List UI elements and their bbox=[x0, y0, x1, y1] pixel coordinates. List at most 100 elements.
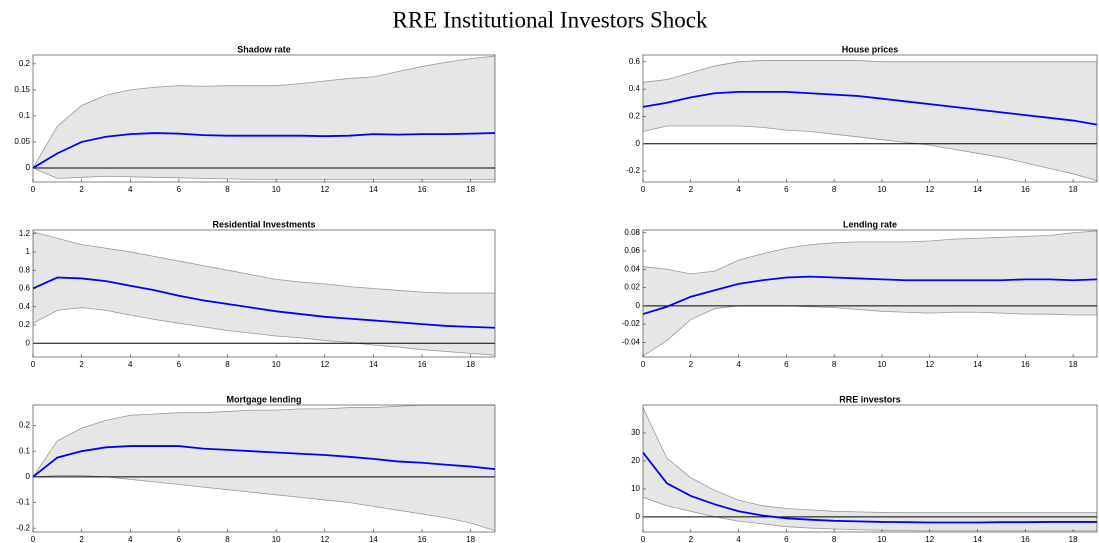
y-tick-label: 30 bbox=[631, 428, 640, 437]
y-tick-label: 0.6 bbox=[629, 57, 641, 66]
response-line bbox=[32, 445, 496, 478]
x-tick-label: 16 bbox=[1021, 360, 1030, 369]
subplot: Lending rate 0 2 4 6 8 10 12 14 16 18 -0.04 -0.02 0 0.… bbox=[622, 219, 1098, 369]
subplot-title: Mortgage lending bbox=[227, 394, 302, 404]
response-line bbox=[642, 452, 1097, 524]
x-tick-label: 10 bbox=[272, 185, 281, 194]
x-tick-label: 0 bbox=[641, 360, 646, 369]
confidence-band bbox=[33, 405, 495, 531]
band-edge bbox=[32, 167, 495, 180]
confidence-band bbox=[643, 407, 1097, 531]
plot-frame bbox=[642, 404, 1098, 533]
x-tick-label: 6 bbox=[784, 185, 789, 194]
x-tick-label: 2 bbox=[689, 185, 694, 194]
x-tick-label: 16 bbox=[1021, 535, 1030, 543]
y-tick-label: 0 bbox=[636, 512, 641, 521]
x-tick-label: 12 bbox=[320, 185, 329, 194]
y-tick-label: -0.2 bbox=[16, 523, 30, 532]
response-line bbox=[32, 132, 496, 169]
x-tick-label: 16 bbox=[418, 360, 427, 369]
x-tick-label: 14 bbox=[369, 360, 378, 369]
y-tick-label: 1 bbox=[26, 247, 31, 256]
y-tick-label: 0 bbox=[26, 472, 31, 481]
x-tick-label: 14 bbox=[973, 360, 982, 369]
y-tick-label: 0 bbox=[26, 163, 31, 172]
plot-frame bbox=[32, 229, 496, 358]
x-tick-label: 16 bbox=[1021, 185, 1030, 194]
y-tick-label: 0.2 bbox=[629, 112, 641, 121]
x-tick-label: 8 bbox=[225, 360, 230, 369]
x-tick-label: 18 bbox=[1069, 185, 1078, 194]
x-tick-label: 6 bbox=[177, 360, 182, 369]
x-tick-label: 6 bbox=[784, 535, 789, 543]
x-tick-label: 12 bbox=[925, 185, 934, 194]
x-tick-label: 12 bbox=[925, 535, 934, 543]
x-tick-label: 10 bbox=[877, 360, 886, 369]
x-tick-label: 10 bbox=[272, 535, 281, 543]
x-tick-label: 16 bbox=[418, 535, 427, 543]
y-tick-label: 0.2 bbox=[19, 421, 31, 430]
plot-frame bbox=[642, 229, 1098, 358]
confidence-band bbox=[643, 230, 1097, 357]
subplot-title: RRE investors bbox=[839, 394, 901, 404]
x-tick-label: 8 bbox=[225, 185, 230, 194]
x-tick-label: 18 bbox=[466, 360, 475, 369]
response-line bbox=[642, 90, 1098, 126]
subplot-title: Shadow rate bbox=[237, 44, 291, 54]
subplot-title: House prices bbox=[842, 44, 899, 54]
y-tick-label: 0 bbox=[636, 301, 641, 310]
y-tick-label: 0 bbox=[636, 139, 641, 148]
y-tick-label: 0.08 bbox=[624, 228, 640, 237]
y-tick-label: 0.04 bbox=[624, 264, 640, 273]
band-edge bbox=[642, 230, 1098, 275]
y-tick-label: 0.05 bbox=[14, 137, 30, 146]
response-line bbox=[32, 276, 496, 329]
x-tick-label: 10 bbox=[877, 185, 886, 194]
y-tick-label: 0.8 bbox=[19, 265, 31, 274]
x-tick-label: 8 bbox=[832, 185, 837, 194]
band-edge bbox=[642, 496, 1097, 532]
subplot-title: Lending rate bbox=[843, 219, 897, 229]
y-tick-label: 0.2 bbox=[19, 59, 31, 68]
x-tick-label: 2 bbox=[79, 185, 84, 194]
band-edge bbox=[32, 307, 496, 356]
y-tick-label: 0.2 bbox=[19, 320, 31, 329]
plot-frame bbox=[32, 404, 496, 533]
x-tick-label: 4 bbox=[128, 360, 133, 369]
x-tick-label: 2 bbox=[79, 360, 84, 369]
x-tick-label: 0 bbox=[31, 360, 36, 369]
band-edge bbox=[642, 125, 1098, 182]
y-tick-label: -0.2 bbox=[626, 166, 640, 175]
y-tick-label: 0.4 bbox=[19, 302, 31, 311]
band-edge bbox=[642, 60, 1097, 83]
x-tick-label: 12 bbox=[320, 535, 329, 543]
y-tick-label: -0.04 bbox=[622, 337, 641, 346]
y-tick-label: -0.02 bbox=[622, 319, 641, 328]
x-tick-label: 2 bbox=[689, 360, 694, 369]
x-tick-label: 0 bbox=[31, 185, 36, 194]
y-tick-label: 20 bbox=[631, 456, 640, 465]
y-tick-label: 0.6 bbox=[19, 284, 31, 293]
x-tick-label: 6 bbox=[177, 535, 182, 543]
subplot: Shadow rate 0 2 4 6 8 10 12 14 16 18 0 0.05 0.1 0.15 0.… bbox=[14, 44, 496, 194]
y-tick-label: 0.1 bbox=[19, 111, 31, 120]
x-tick-label: 12 bbox=[925, 360, 934, 369]
y-tick-label: 0.15 bbox=[14, 85, 30, 94]
subplot: Mortgage lending 0 2 4 6 8 10 12 14 16 18 -0.2 -0.1 0… bbox=[16, 394, 496, 543]
y-tick-label: 0.06 bbox=[624, 246, 640, 255]
x-tick-label: 6 bbox=[177, 185, 182, 194]
plot-frame bbox=[642, 54, 1098, 183]
x-tick-label: 4 bbox=[736, 360, 741, 369]
x-tick-label: 4 bbox=[128, 535, 133, 543]
x-tick-label: 10 bbox=[877, 535, 886, 543]
x-tick-label: 18 bbox=[1069, 360, 1078, 369]
x-tick-label: 18 bbox=[466, 535, 475, 543]
x-tick-label: 4 bbox=[128, 185, 133, 194]
y-tick-label: 1.2 bbox=[19, 229, 31, 238]
x-tick-label: 14 bbox=[369, 185, 378, 194]
band-edge bbox=[642, 305, 1097, 357]
y-tick-label: 0.02 bbox=[624, 283, 640, 292]
x-tick-label: 18 bbox=[466, 185, 475, 194]
subplot: RRE investors 0 2 4 6 8 10 12 14 16 18 0 10 20 30 bbox=[631, 394, 1098, 543]
band-edge bbox=[32, 55, 496, 169]
